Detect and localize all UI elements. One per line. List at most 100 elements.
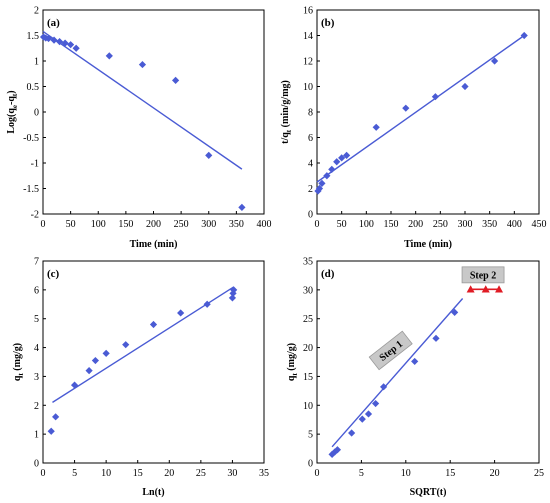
- data-point: [122, 341, 130, 349]
- y-tick-label: 8: [308, 108, 313, 119]
- data-point: [47, 427, 55, 435]
- x-tick-label: 0: [41, 219, 46, 230]
- y-axis-label: qt (mg/g): [286, 343, 299, 381]
- y-tick-label: 5: [308, 430, 313, 441]
- x-tick-labels: 0 50 100 150 200 250 300 350 400: [41, 211, 272, 230]
- x-tick-label: 20: [490, 468, 500, 479]
- panel-a: -2 -1.5 -1 -0.5 0 0.5 1 1.5 2 0 50 100 150 200 250 300…: [6, 6, 272, 251]
- data-points: [47, 286, 238, 435]
- data-point: [358, 415, 366, 423]
- step-2-points: [466, 285, 504, 293]
- x-tick-label: 150: [384, 219, 399, 230]
- annotation-label: Step 2: [470, 270, 496, 281]
- x-tick-label: 5: [72, 468, 77, 479]
- x-axis-label: SQRT(t): [410, 487, 447, 498]
- x-axis-label: Time (min): [404, 239, 452, 250]
- y-tick-label: 1: [34, 57, 39, 68]
- trend-line: [316, 34, 525, 183]
- x-tick-label: 150: [118, 219, 133, 230]
- y-tick-label: 4: [34, 343, 39, 354]
- data-point: [177, 309, 185, 317]
- x-tick-labels: 0 50 100 150 200 250 300 350 400 450: [315, 211, 547, 230]
- fit-line: [316, 34, 525, 183]
- data-point: [461, 82, 469, 91]
- x-tick-label: 15: [133, 468, 143, 479]
- x-tick-label: 250: [433, 219, 448, 230]
- x-tick-label: 5: [359, 468, 364, 479]
- data-points: [39, 33, 246, 211]
- data-point: [432, 334, 440, 342]
- x-tick-label: 15: [445, 468, 455, 479]
- data-point: [205, 151, 213, 159]
- x-tick-label: 25: [196, 468, 206, 479]
- y-tick-label: -0.5: [23, 133, 39, 144]
- y-axis-label: t/qt (min/g/mg): [280, 80, 293, 144]
- y-tick-labels: 0 5 10 15 20 25 30 35: [303, 257, 320, 470]
- x-tick-label: 350: [229, 219, 244, 230]
- data-point: [343, 151, 351, 159]
- y-tick-label: 0.5: [27, 82, 40, 93]
- x-tick-label: 400: [507, 219, 522, 230]
- data-point: [70, 381, 79, 389]
- x-tick-label: 20: [164, 468, 174, 479]
- data-point: [72, 44, 80, 52]
- y-tick-label: 5: [34, 314, 39, 325]
- x-tick-labels: 0 5 10 15 20 25 30 35: [41, 460, 269, 479]
- data-point: [348, 429, 356, 437]
- y-tick-label: 25: [303, 314, 313, 325]
- data-point: [466, 285, 475, 293]
- fit-line: [331, 298, 464, 448]
- data-point: [372, 399, 380, 408]
- panel-b: 0 2 4 6 8 10 12 14 16 0 50 100 150 200 250 300 350 400 45…: [280, 6, 547, 251]
- data-point: [55, 38, 64, 46]
- fit-line: [52, 286, 235, 403]
- y-tick-label: 1.5: [27, 31, 40, 42]
- x-tick-label: 400: [257, 219, 272, 230]
- x-axis-label: Ln(t): [142, 487, 164, 498]
- data-point: [520, 31, 528, 40]
- y-tick-label: 20: [303, 343, 313, 354]
- y-tick-label: 0: [308, 459, 313, 470]
- data-point: [105, 52, 113, 60]
- data-point: [230, 286, 238, 294]
- x-tick-label: 100: [91, 219, 106, 230]
- data-point: [411, 357, 419, 366]
- data-point: [203, 300, 211, 308]
- x-tick-label: 300: [458, 219, 473, 230]
- data-point: [333, 446, 342, 454]
- data-point: [364, 410, 373, 418]
- data-point: [50, 36, 58, 44]
- step-annotation: Step 2: [461, 266, 505, 284]
- y-tick-label: 6: [308, 133, 313, 144]
- y-tick-label: 7: [34, 257, 39, 268]
- y-tick-labels: -2 -1.5 -1 -0.5 0 0.5 1 1.5 2: [23, 6, 46, 221]
- y-tick-label: 2: [34, 6, 39, 17]
- data-point: [402, 104, 410, 112]
- plot-frame: [42, 260, 265, 464]
- panel-label: (b): [321, 17, 335, 29]
- x-tick-label: 30: [227, 468, 237, 479]
- x-tick-label: 10: [101, 468, 111, 479]
- y-tick-label: 1: [34, 430, 39, 441]
- data-point: [172, 76, 180, 84]
- y-tick-label: 0: [308, 210, 313, 221]
- data-point: [328, 165, 336, 173]
- data-point: [238, 203, 246, 211]
- trend-line: [331, 298, 464, 448]
- y-tick-label: 10: [303, 401, 313, 412]
- data-point: [102, 349, 110, 357]
- y-tick-label: 0: [34, 459, 39, 470]
- data-point: [451, 308, 459, 316]
- panel-label: (a): [47, 17, 60, 29]
- x-tick-label: 350: [482, 219, 497, 230]
- x-tick-labels: 0 5 10 15 20 25: [315, 460, 544, 479]
- y-tick-label: 0: [34, 108, 39, 119]
- y-tick-label: 30: [303, 285, 313, 296]
- data-point: [61, 39, 69, 47]
- data-point: [67, 41, 75, 49]
- y-axis-label: qt (mg/g): [12, 343, 25, 381]
- y-tick-label: 2: [308, 184, 313, 195]
- data-point: [491, 57, 499, 65]
- annotation-box: [461, 266, 505, 284]
